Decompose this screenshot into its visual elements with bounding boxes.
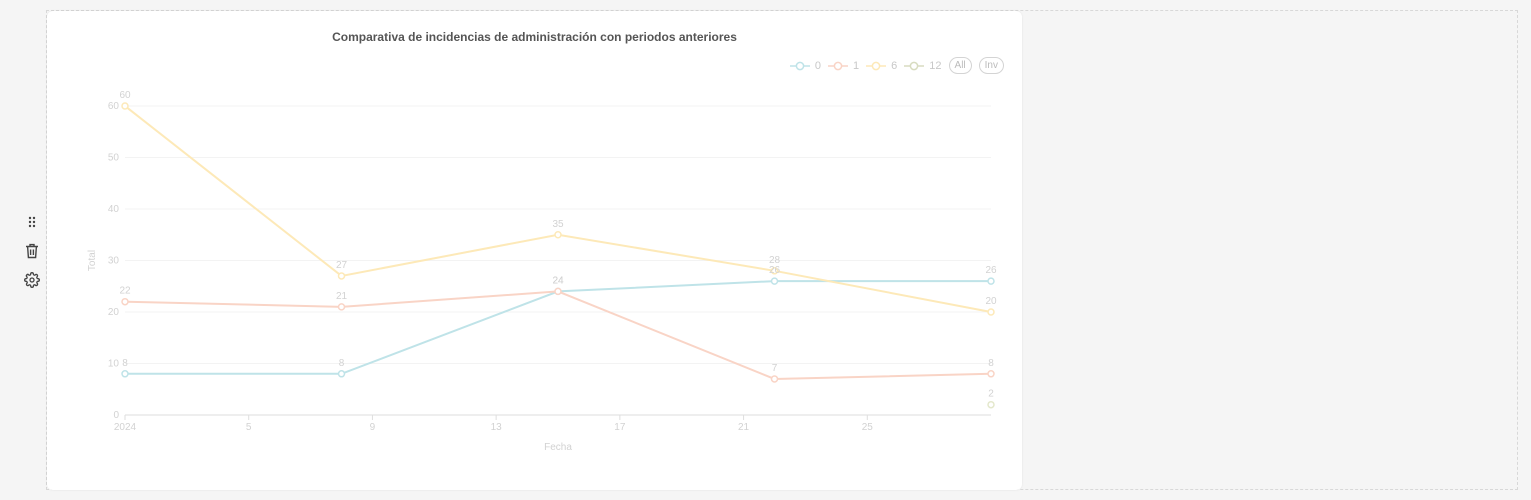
data-point-1 <box>337 303 346 311</box>
data-label-1: 22 <box>119 286 131 297</box>
y-tick-label: 0 <box>113 410 119 421</box>
axes: 0 10 20 30 40 50 60 2024 5 9 13 17 21 25 Fecha Total <box>87 101 991 453</box>
legend-line-icon <box>789 61 810 70</box>
legend-label: 12 <box>929 59 942 72</box>
legend-invert-button[interactable]: Inv <box>978 57 1004 74</box>
data-label-0: 8 <box>339 358 345 369</box>
legend-item-12[interactable]: 12 <box>904 59 942 72</box>
data-label-0: 26 <box>769 265 781 276</box>
legend-line-icon <box>904 61 925 70</box>
data-point-6 <box>337 272 346 280</box>
y-axis-title: Total <box>87 250 98 271</box>
x-tick-label: 2024 <box>114 422 137 433</box>
data-label-1: 8 <box>988 358 994 369</box>
data-point-6 <box>987 308 995 316</box>
x-tick-label: 25 <box>862 422 874 433</box>
data-point-1 <box>554 287 562 296</box>
legend-select-all-button[interactable]: All <box>948 57 972 74</box>
widget-toolbar <box>18 212 46 290</box>
legend-label: 6 <box>891 59 898 72</box>
drag-handle-icon[interactable] <box>22 212 42 232</box>
x-tick-label: 17 <box>614 422 626 433</box>
data-label-6: 27 <box>336 260 348 271</box>
legend-item-0[interactable]: 0 <box>789 59 822 72</box>
data-label-6: 28 <box>769 255 781 266</box>
data-point-1 <box>770 375 779 383</box>
legend-line-icon <box>828 61 849 70</box>
data-label-6: 35 <box>552 219 564 230</box>
data-point-1 <box>121 297 129 306</box>
data-label-6: 60 <box>119 90 131 101</box>
data-point-6 <box>554 231 562 239</box>
y-tick-label: 30 <box>108 256 120 267</box>
data-point-6 <box>121 102 129 110</box>
data-point-12 <box>987 400 995 409</box>
gear-icon[interactable] <box>22 270 42 290</box>
y-tick-label: 10 <box>108 359 120 370</box>
y-tick-label: 60 <box>108 101 120 112</box>
data-label-1: 7 <box>772 363 778 374</box>
data-label-6: 20 <box>985 296 997 307</box>
x-tick-label: 21 <box>738 422 750 433</box>
series-line-1 <box>124 290 992 380</box>
legend-item-1[interactable]: 1 <box>828 60 859 72</box>
trash-icon[interactable] <box>22 241 42 261</box>
data-point-0 <box>337 370 346 378</box>
data-label-1: 24 <box>552 275 564 286</box>
legend-item-6[interactable]: 6 <box>866 60 897 72</box>
data-label-0: 24 <box>552 275 564 286</box>
data-label-1: 21 <box>336 291 348 302</box>
x-tick-label: 5 <box>246 422 252 433</box>
legend-label: 1 <box>853 59 860 72</box>
x-tick-label: 9 <box>370 422 376 433</box>
legend-label: 0 <box>814 59 822 72</box>
data-point-1 <box>987 370 995 378</box>
data-label-0: 8 <box>122 358 128 369</box>
chart-legend: 0 1 6 12 All Inv <box>789 57 1004 74</box>
data-label-0: 26 <box>985 265 997 276</box>
y-tick-label: 40 <box>108 204 120 215</box>
y-tick-label: 50 <box>108 153 120 164</box>
chart-title: Comparativa de incidencias de administra… <box>332 30 737 44</box>
x-tick-label: 13 <box>491 422 503 433</box>
grid <box>125 105 991 364</box>
data-point-0 <box>121 370 129 378</box>
data-point-0 <box>770 277 779 285</box>
y-tick-label: 20 <box>108 307 120 318</box>
legend-line-icon <box>866 61 887 70</box>
data-point-0 <box>987 277 995 285</box>
x-axis-title: Fecha <box>544 442 572 453</box>
data-point-6 <box>770 267 779 275</box>
series <box>121 102 995 409</box>
data-label-12: 2 <box>988 389 994 400</box>
